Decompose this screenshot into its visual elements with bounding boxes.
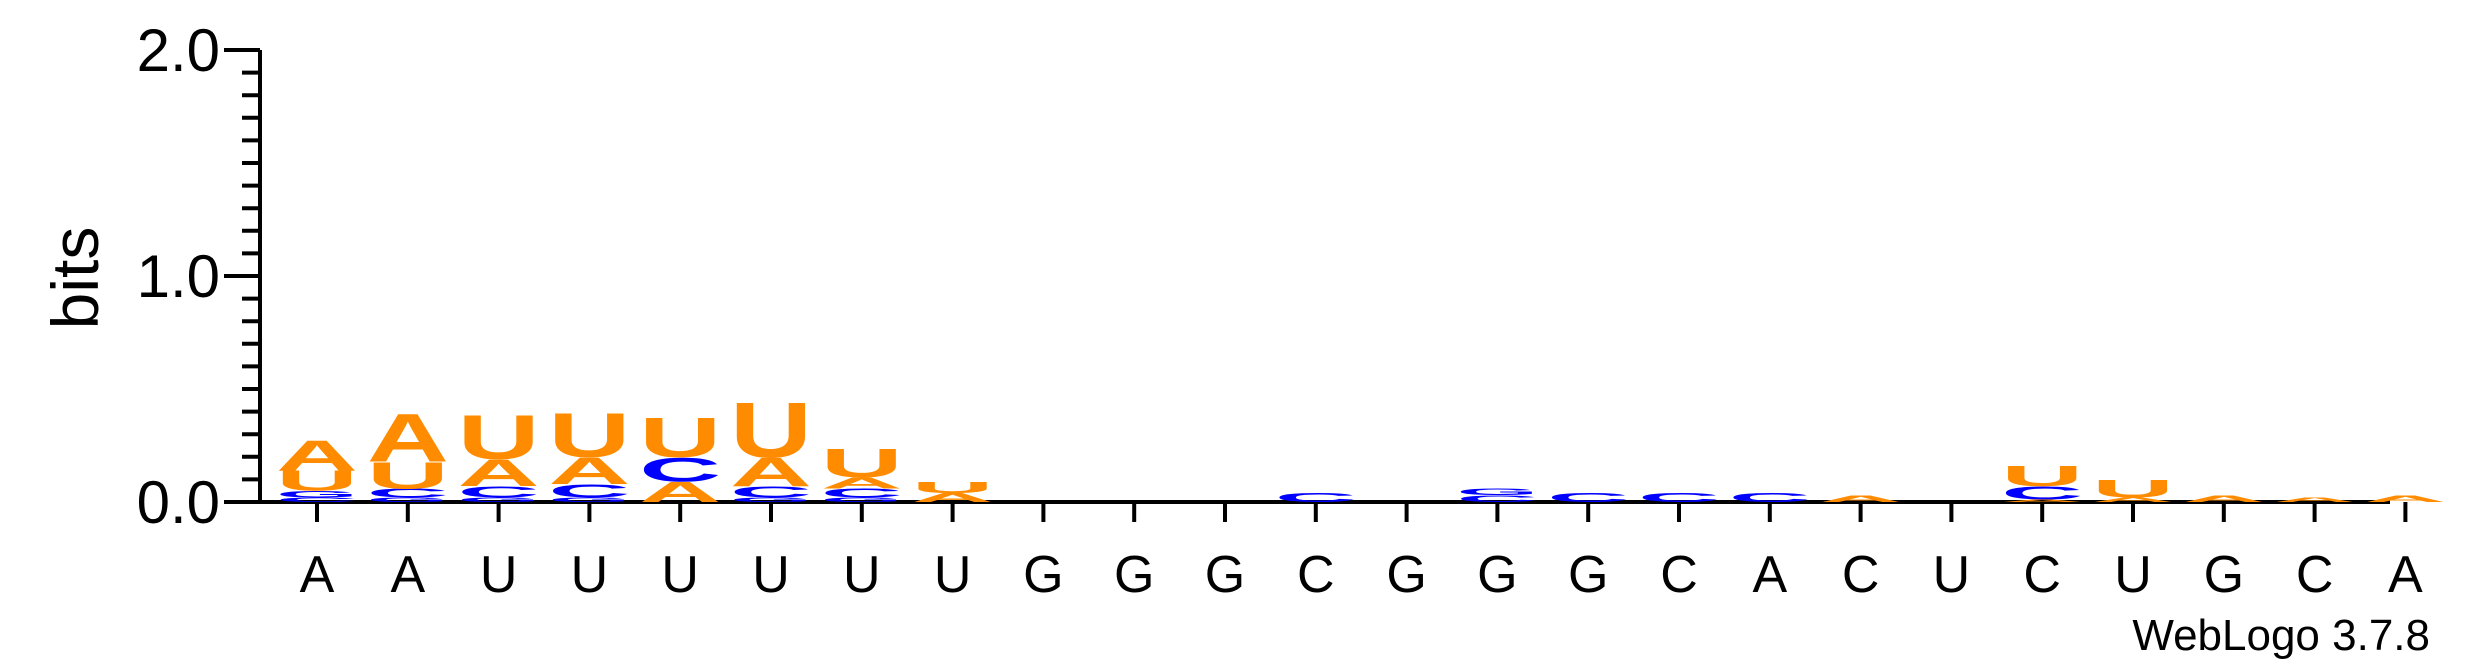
logo-letter-U: U [821,441,903,486]
logo-letter-U: U [2092,475,2174,503]
x-tick-label: C [1297,546,1335,604]
x-tick-label: A [300,546,335,604]
logo-letter-A: A [730,450,812,495]
x-tick-label: C [1842,546,1880,604]
x-tick-label: G [1023,546,1063,604]
logo-letter-A: A [821,474,903,492]
logo-letter-A: A [276,431,358,480]
x-tick-label: A [390,546,425,604]
x-tick-label: G [2204,546,2244,604]
logo-letter-C: C [1275,491,1357,505]
logo-letter-A: A [2183,494,2265,504]
x-tick-label: U [934,546,972,604]
logo-letter-U: U [458,402,540,473]
logo-letter-G: G [821,496,903,503]
logo-letter-C: C [821,486,903,500]
x-tick-label: A [2388,546,2423,604]
x-tick-label: U [1933,546,1971,604]
logo-letter-C: C [367,486,449,500]
logo-letter-C: C [1456,494,1538,504]
x-tick-label: C [1660,546,1698,604]
logo-letter-U: U [912,479,994,497]
logo-letter-C: C [639,450,721,489]
x-tick-label: U [571,546,609,604]
x-tick-label: U [480,546,518,604]
y-axis: 0.0 1.0 2.0 [137,17,262,536]
logo-letter-G: G [367,496,449,503]
x-tick-label: U [843,546,881,604]
logo-letter-U: U [2001,460,2083,492]
logo-letter-U: U [367,455,449,497]
x-tick-label: A [1752,546,1787,604]
y-tick-label: 2.0 [137,17,220,84]
x-tick-label: U [661,546,699,604]
y-tick-label: 0.0 [137,469,220,536]
logo-letter-A: A [2274,496,2356,503]
logo-letter-U: U [730,387,812,474]
logo-letter-U: U [639,406,721,469]
logo-letter-C: C [1638,491,1720,505]
logo-letter-U: U [276,465,358,497]
logo-letter-U: U [548,400,630,471]
logo-letter-G: G [548,496,630,503]
logo-letter-C: C [1729,491,1811,505]
x-tick-label: C [2023,546,2061,604]
logo-letter-C: C [2001,483,2083,504]
logo-letter-C: C [548,481,630,502]
x-tick-label: G [1205,546,1245,604]
logo-letter-A: A [639,476,721,508]
logo-letter-A: A [548,451,630,493]
y-axis-title: bits [38,227,112,330]
logo-letter-A: A [912,491,994,505]
logo-letter-C: C [276,496,358,503]
logo-letter-A: A [2092,496,2174,503]
logo-letter-C: C [458,483,540,501]
logo-letter-G: G [1456,487,1538,497]
logo-letter-A: A [2364,494,2446,504]
weblogo-credit: WebLogo 3.7.8 [2132,611,2430,660]
logo-letter-A: A [367,399,449,476]
logo-letter-G: G [458,496,540,503]
logo-letter-A: A [458,453,540,495]
y-tick-label: 1.0 [137,243,220,310]
x-tick-label: U [2114,546,2152,604]
x-tick-label: G [1386,546,1426,604]
x-tick-label: U [752,546,790,604]
logo-letter-C: C [1547,491,1629,505]
logo-letter-A: A [1820,494,1902,504]
x-tick-label: G [1477,546,1517,604]
logo-letter-G: G [276,489,358,499]
x-tick-label: C [2296,546,2334,604]
logo-letter-A: A [2001,499,2083,503]
x-tick-label: G [1114,546,1154,604]
logo-letter-G: G [730,496,812,503]
logo-letter-C: C [730,483,812,501]
x-tick-label: G [1568,546,1608,604]
